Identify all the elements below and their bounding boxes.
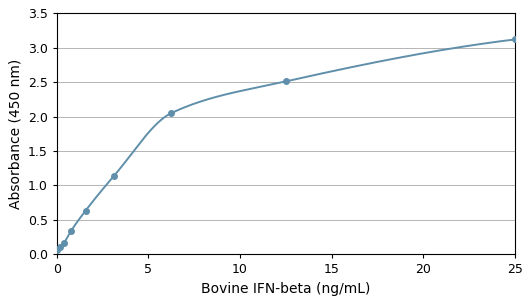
Y-axis label: Absorbance (450 nm): Absorbance (450 nm) <box>8 59 22 209</box>
X-axis label: Bovine IFN-beta (ng/mL): Bovine IFN-beta (ng/mL) <box>201 282 371 296</box>
